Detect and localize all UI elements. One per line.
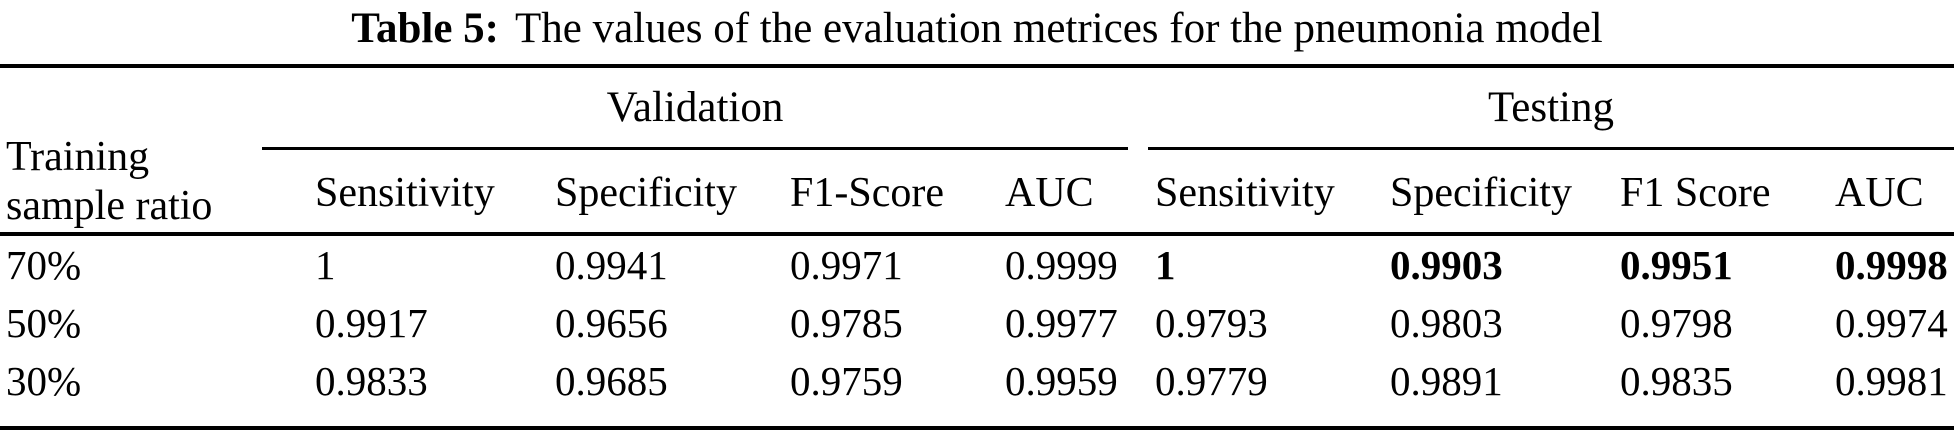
cell-ratio: 30% (6, 358, 82, 404)
row-header-line2: sample ratio (6, 183, 213, 230)
col-header-testing-auc: AUC (1835, 150, 1954, 236)
group-header-row: Training sample ratio Validation Testing (0, 66, 1954, 236)
cell-testing-auc: 0.9974 (1835, 300, 1948, 346)
cell-validation-sensitivity: 0.9833 (315, 358, 428, 404)
cell-testing-specificity: 0.9903 (1390, 242, 1503, 288)
col-header-validation-sensitivity: Sensitivity (315, 150, 555, 236)
validation-group-rule: Validation (262, 68, 1128, 150)
cell-testing-f1-score: 0.9798 (1620, 300, 1733, 346)
cell-validation-f1-score: 0.9759 (790, 358, 903, 404)
validation-group-label: Validation (606, 84, 784, 131)
table-row-70: 70% 1 0.9941 0.9971 0.9999 1 0.9903 0.99… (0, 234, 1954, 294)
cell-validation-sensitivity: 0.9917 (315, 300, 428, 346)
evaluation-metrics-table: Training sample ratio Validation Testing… (0, 64, 1954, 430)
col-header-testing-f1-score: F1 Score (1620, 150, 1835, 236)
testing-group-rule: Testing (1148, 68, 1954, 150)
testing-group-label: Testing (1488, 84, 1615, 131)
col-header-testing-specificity: Specificity (1390, 150, 1620, 236)
cell-testing-sensitivity: 1 (1155, 242, 1176, 288)
cell-testing-auc: 0.9981 (1835, 358, 1948, 404)
group-header-testing: Testing (1148, 66, 1954, 150)
cell-validation-f1-score: 0.9785 (790, 300, 903, 346)
cell-validation-specificity: 0.9685 (555, 358, 668, 404)
col-header-validation-f1-score: F1-Score (790, 150, 1005, 236)
cell-validation-specificity: 0.9941 (555, 242, 668, 288)
table-caption-text: The values of the evaluation metrices fo… (514, 5, 1603, 52)
cell-validation-auc: 0.9977 (1005, 300, 1118, 346)
table-caption-label: Table 5: (351, 5, 499, 52)
table-row-50: 50% 0.9917 0.9656 0.9785 0.9977 0.9793 0… (0, 294, 1954, 352)
cell-ratio: 50% (6, 300, 82, 346)
table-row-30: 30% 0.9833 0.9685 0.9759 0.9959 0.9779 0… (0, 352, 1954, 428)
column-header-row: Sensitivity Specificity F1-Score AUC Sen… (0, 150, 1954, 236)
cell-testing-f1-score: 0.9835 (1620, 358, 1733, 404)
cell-validation-sensitivity: 1 (315, 242, 336, 288)
row-header-line1: Training (6, 133, 150, 180)
cell-testing-sensitivity: 0.9793 (1155, 300, 1268, 346)
col-header-testing-sensitivity: Sensitivity (1155, 150, 1390, 236)
cell-testing-specificity: 0.9803 (1390, 300, 1503, 346)
cell-testing-f1-score: 0.9951 (1620, 242, 1733, 288)
cell-testing-specificity: 0.9891 (1390, 358, 1503, 404)
table-caption: Table 5: The values of the evaluation met… (0, 0, 1954, 64)
cell-validation-specificity: 0.9656 (555, 300, 668, 346)
cell-ratio: 70% (6, 242, 82, 288)
cell-testing-sensitivity: 0.9779 (1155, 358, 1268, 404)
cell-validation-auc: 0.9959 (1005, 358, 1118, 404)
col-header-validation-auc: AUC (1005, 150, 1155, 236)
row-header-training-sample-ratio: Training sample ratio (0, 66, 315, 236)
cell-validation-f1-score: 0.9971 (790, 242, 903, 288)
group-header-validation: Validation (262, 66, 1155, 150)
col-header-validation-specificity: Specificity (555, 150, 790, 236)
cell-testing-auc: 0.9998 (1835, 242, 1948, 288)
cell-validation-auc: 0.9999 (1005, 242, 1118, 288)
